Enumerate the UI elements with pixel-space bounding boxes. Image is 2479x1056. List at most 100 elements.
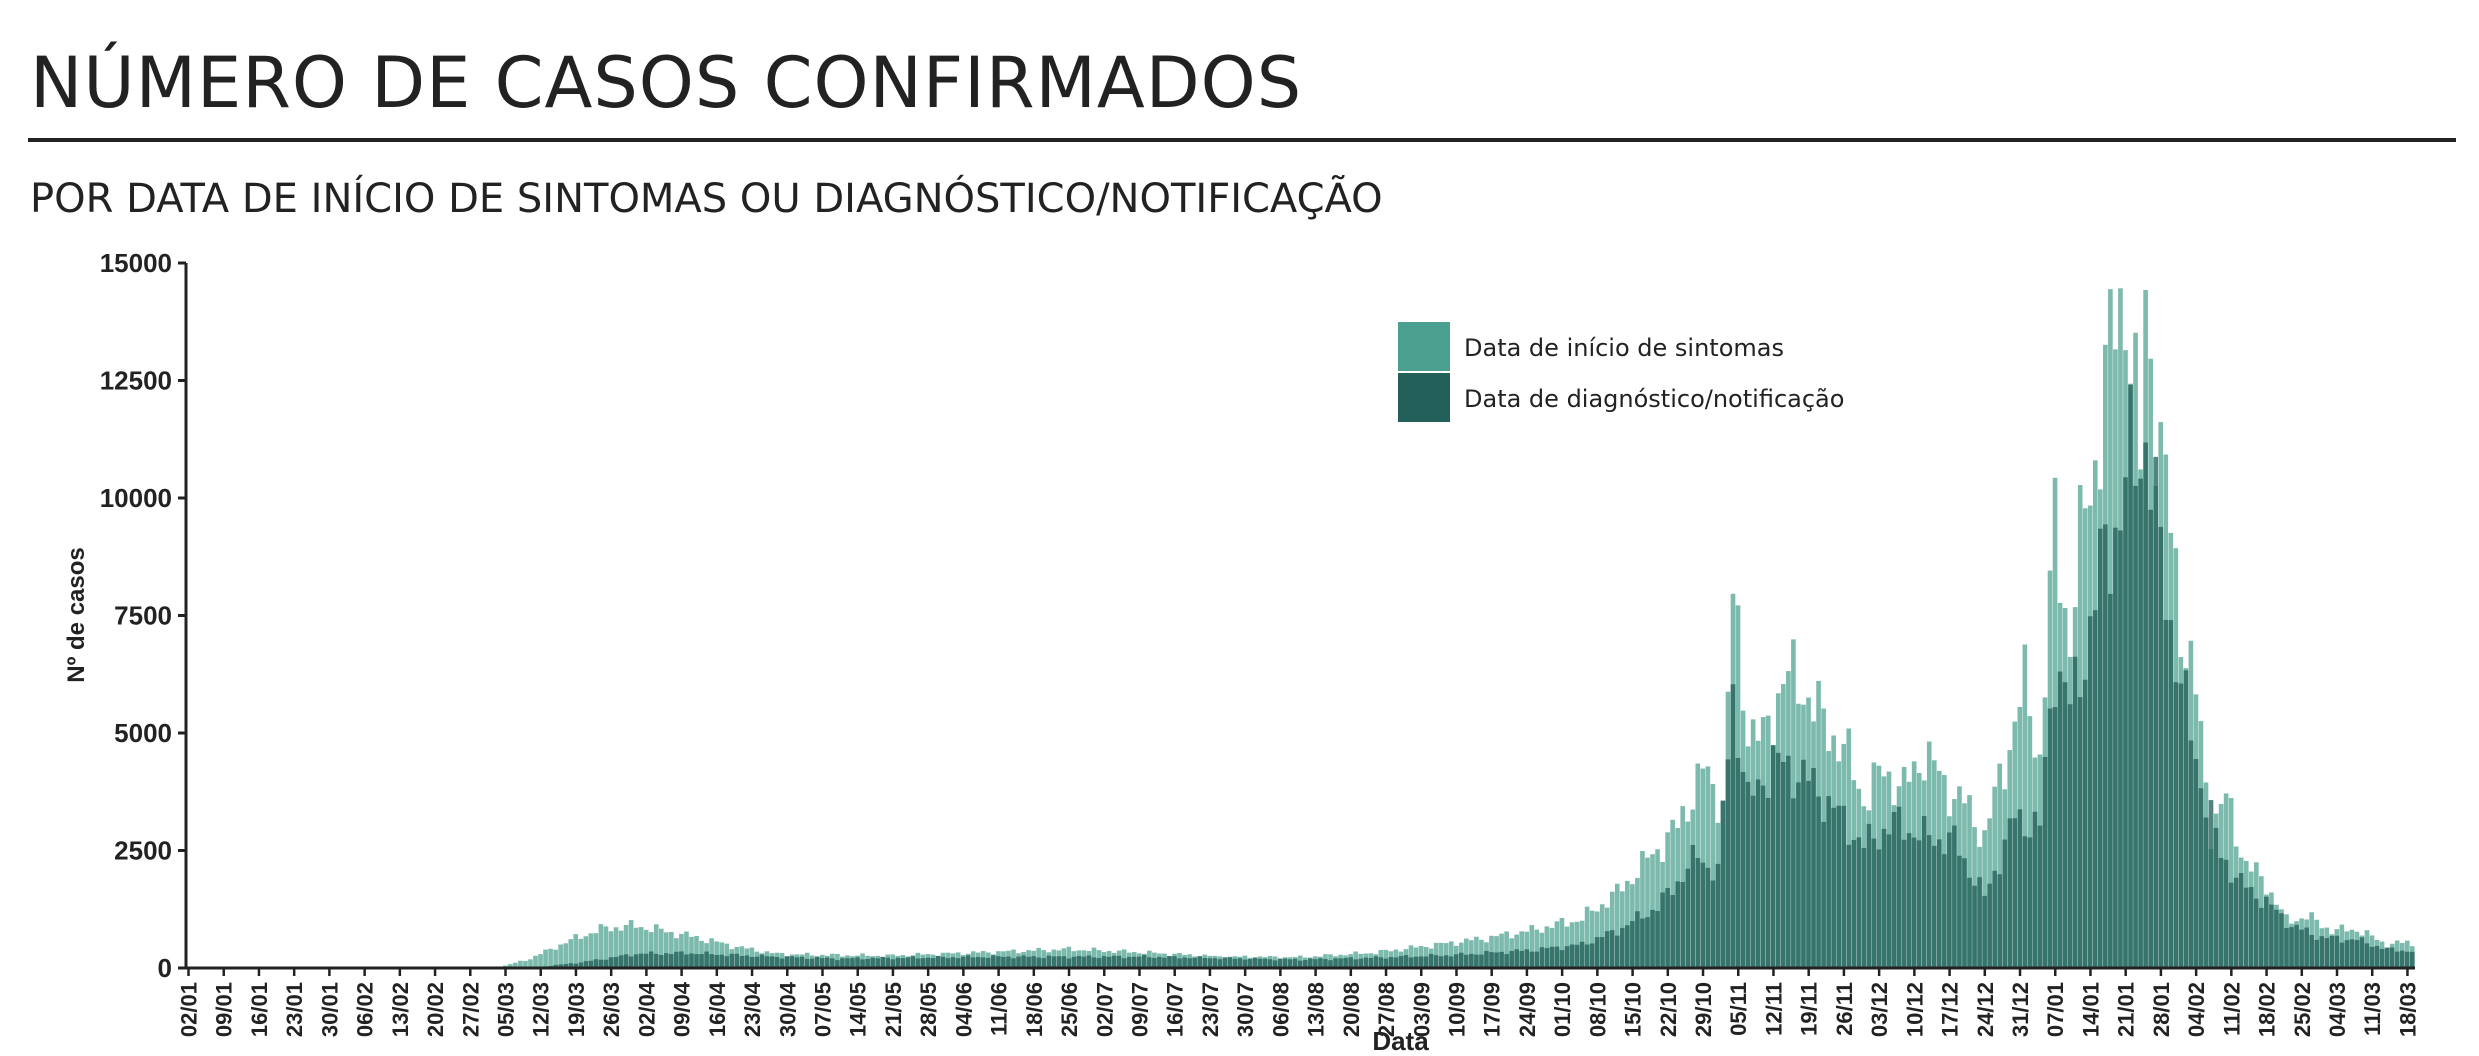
bar bbox=[1916, 840, 1922, 968]
bar bbox=[1972, 885, 1977, 968]
bar bbox=[1282, 958, 1288, 968]
bar bbox=[523, 960, 528, 968]
bar bbox=[568, 963, 574, 968]
bar bbox=[2168, 620, 2174, 968]
legend-label: Data de início de sintomas bbox=[1464, 334, 1784, 362]
bar bbox=[2158, 526, 2164, 968]
x-tick-label: 17/12 bbox=[1938, 982, 1963, 1037]
bar bbox=[955, 958, 961, 968]
bar bbox=[2128, 384, 2133, 969]
bar bbox=[1589, 910, 1595, 968]
bar bbox=[1011, 958, 1016, 968]
bar bbox=[1469, 953, 1474, 968]
bar bbox=[1147, 957, 1152, 968]
bar bbox=[2228, 882, 2234, 968]
bar bbox=[2057, 671, 2063, 968]
bar bbox=[1081, 956, 1087, 968]
y-tick-label: 12500 bbox=[100, 366, 172, 396]
x-tick-label: 25/06 bbox=[1057, 982, 1082, 1037]
bar bbox=[1680, 882, 1686, 968]
x-tick-label: 23/01 bbox=[282, 982, 307, 1037]
bar bbox=[2253, 898, 2259, 968]
bar bbox=[2042, 757, 2048, 968]
bar bbox=[825, 957, 830, 968]
bar bbox=[538, 954, 543, 968]
bar bbox=[1861, 847, 1867, 968]
bar bbox=[513, 962, 518, 968]
bar bbox=[996, 956, 1001, 968]
x-tick-label: 05/03 bbox=[494, 982, 519, 1037]
bar bbox=[774, 956, 780, 968]
bar bbox=[1373, 956, 1379, 968]
bar bbox=[1957, 855, 1962, 968]
x-tick-label: 07/01 bbox=[2043, 982, 2068, 1037]
bar bbox=[724, 956, 730, 968]
x-tick-label: 23/07 bbox=[1198, 982, 1223, 1037]
bar bbox=[900, 958, 906, 968]
bar bbox=[1172, 956, 1177, 968]
bar bbox=[1705, 867, 1711, 968]
x-tick-label: 20/08 bbox=[1339, 982, 1364, 1037]
bar bbox=[2324, 938, 2330, 968]
bar bbox=[2218, 857, 2224, 968]
x-tick-label: 07/05 bbox=[810, 982, 835, 1037]
bar bbox=[1831, 807, 1836, 968]
bar bbox=[1675, 881, 1680, 968]
bar bbox=[1635, 911, 1640, 968]
x-tick-label: 02/04 bbox=[634, 981, 659, 1037]
bar bbox=[1791, 798, 1796, 968]
x-tick-label: 12/11 bbox=[1761, 982, 1786, 1036]
bar bbox=[2188, 740, 2194, 968]
bar bbox=[1806, 780, 1811, 968]
bar bbox=[835, 960, 840, 968]
bar bbox=[1886, 834, 1892, 968]
x-tick-label: 30/01 bbox=[317, 982, 342, 1037]
x-tick-label: 25/02 bbox=[2290, 982, 2315, 1037]
bar bbox=[2284, 927, 2289, 968]
bar bbox=[754, 956, 760, 968]
x-tick-label: 11/06 bbox=[987, 982, 1012, 1036]
bar bbox=[1821, 821, 1826, 968]
x-tick-label: 16/07 bbox=[1163, 982, 1188, 1037]
bar bbox=[664, 953, 669, 968]
bar bbox=[679, 933, 684, 968]
bar bbox=[860, 959, 865, 968]
bar bbox=[2399, 950, 2405, 968]
bar bbox=[679, 951, 684, 968]
x-tick-label: 15/10 bbox=[1621, 982, 1646, 1037]
bar bbox=[2032, 811, 2038, 968]
bar bbox=[709, 938, 714, 968]
bar bbox=[1760, 785, 1766, 968]
y-tick-label: 0 bbox=[158, 953, 172, 983]
bar bbox=[1474, 936, 1479, 968]
bar bbox=[1489, 935, 1494, 968]
bar bbox=[684, 954, 689, 968]
bar bbox=[1207, 958, 1213, 968]
bar bbox=[1896, 806, 1902, 968]
bar bbox=[1056, 956, 1062, 968]
bar bbox=[1564, 946, 1570, 968]
bar bbox=[1187, 958, 1192, 968]
bar bbox=[2233, 877, 2239, 968]
bar bbox=[764, 956, 770, 968]
bar bbox=[830, 958, 835, 968]
bar bbox=[1931, 845, 1937, 968]
bar bbox=[528, 959, 533, 968]
bar bbox=[2138, 478, 2143, 968]
bar bbox=[1157, 956, 1162, 968]
bar bbox=[648, 932, 654, 968]
bar bbox=[1599, 937, 1605, 968]
bar bbox=[1625, 925, 1630, 968]
bar bbox=[840, 958, 845, 968]
bar bbox=[2379, 948, 2385, 968]
bar bbox=[618, 955, 624, 968]
bar bbox=[1358, 958, 1363, 968]
bar bbox=[2289, 927, 2294, 968]
bar bbox=[965, 955, 971, 968]
x-tick-label: 29/10 bbox=[1691, 982, 1716, 1037]
series-diagnostico-bars bbox=[533, 384, 2415, 969]
bar bbox=[1816, 796, 1821, 968]
bar bbox=[749, 957, 755, 968]
bar bbox=[980, 957, 986, 968]
bar bbox=[875, 958, 880, 968]
